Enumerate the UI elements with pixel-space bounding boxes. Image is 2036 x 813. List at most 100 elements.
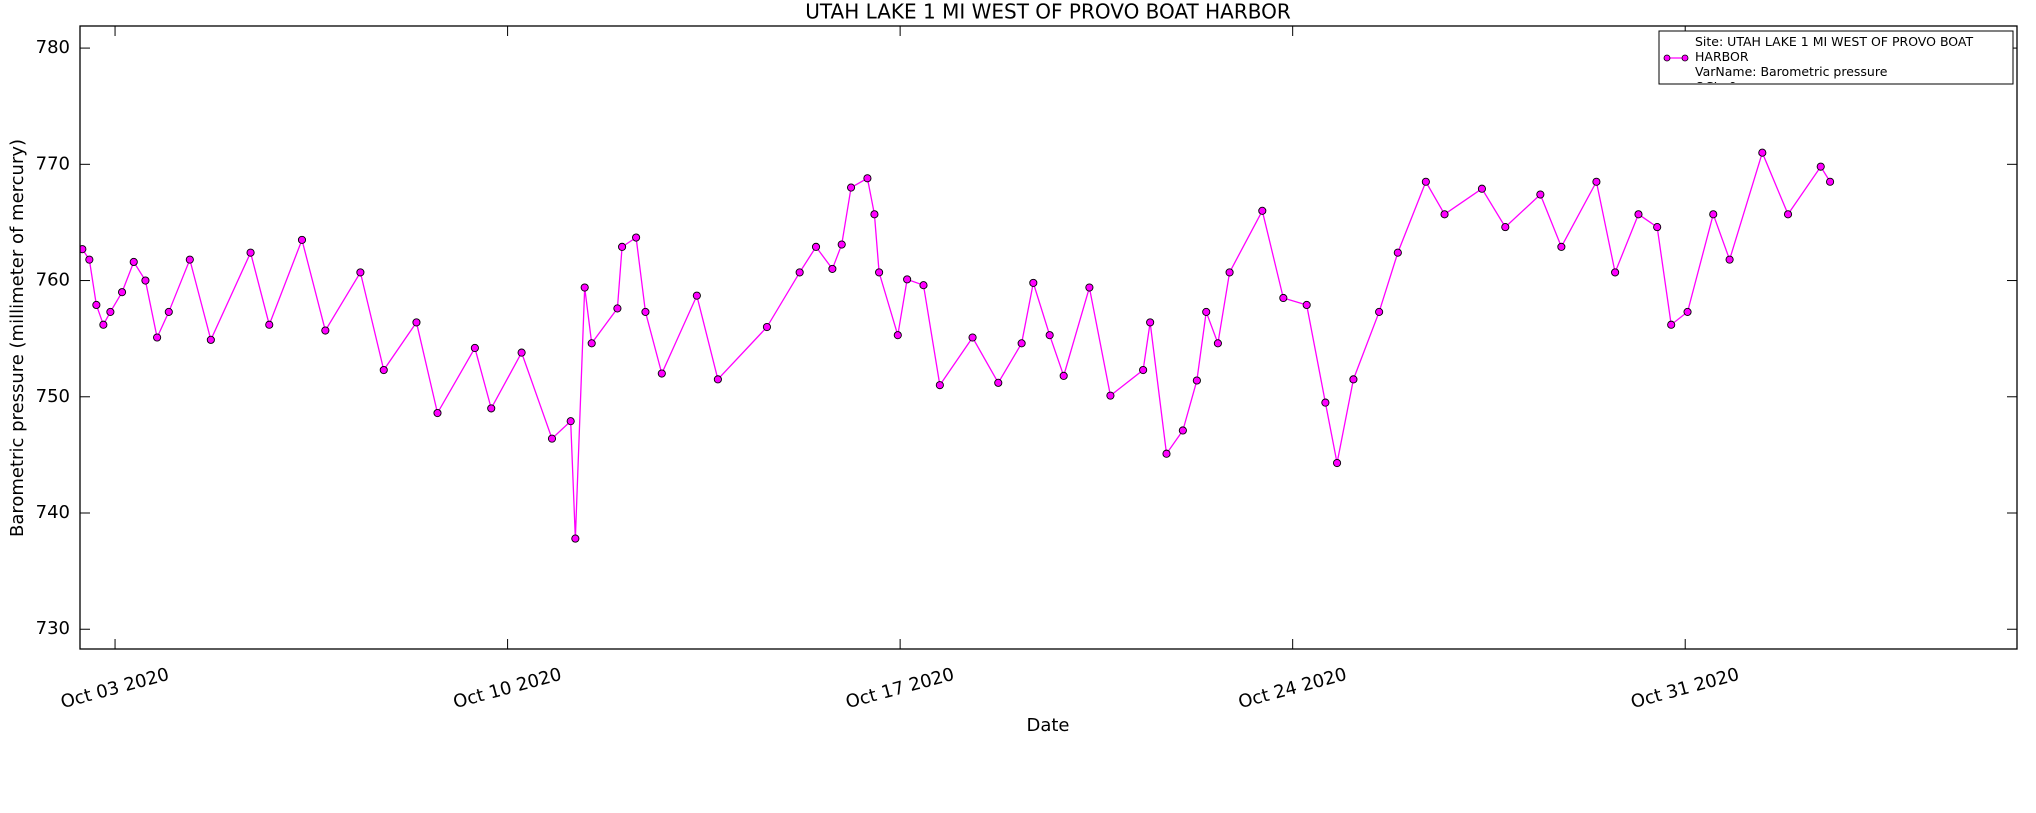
data-point — [547, 434, 557, 443]
data-point — [1045, 331, 1054, 340]
data-point — [1501, 223, 1510, 232]
data-point — [618, 242, 627, 251]
data-point — [265, 320, 274, 329]
data-point — [968, 333, 977, 342]
data-point — [1393, 248, 1402, 257]
data-point — [356, 268, 365, 277]
data-point — [1816, 162, 1825, 171]
data-point — [129, 257, 138, 266]
data-point — [1826, 177, 1835, 186]
legend-label: Site: UTAH LAKE 1 MI WEST OF PROVO BOAT … — [1695, 34, 1974, 83]
data-point — [1333, 458, 1342, 468]
data-point — [1017, 339, 1026, 348]
data-point — [1192, 376, 1201, 385]
data-point — [587, 339, 596, 348]
data-point — [1375, 307, 1384, 316]
data-point — [580, 283, 589, 292]
data-point — [1725, 255, 1734, 264]
data-point — [935, 381, 944, 390]
data-point — [1477, 184, 1486, 193]
data-point — [246, 248, 255, 257]
y-tick-label: 730 — [36, 618, 70, 639]
data-point — [1557, 242, 1566, 251]
data-point — [641, 307, 650, 316]
series — [80, 148, 1835, 543]
data-point — [85, 255, 94, 264]
plot-frame — [79, 25, 2018, 650]
data-point — [1783, 210, 1793, 219]
data-point — [206, 335, 215, 344]
data-point — [1536, 190, 1545, 199]
data-point — [1611, 268, 1620, 277]
data-point — [571, 534, 580, 543]
data-point — [80, 245, 87, 254]
data-point — [875, 268, 884, 277]
data-point — [1683, 307, 1692, 316]
data-point — [613, 304, 622, 313]
data-point — [692, 291, 701, 300]
data-point — [1139, 365, 1148, 375]
data-point — [903, 275, 912, 284]
data-point — [762, 322, 771, 332]
data-point — [487, 404, 496, 413]
data-point — [1758, 148, 1767, 157]
data-point — [1085, 283, 1094, 292]
data-point — [863, 174, 872, 183]
data-point — [893, 331, 902, 340]
data-point — [433, 409, 442, 418]
data-point — [1059, 371, 1068, 380]
x-tick-label: Oct 17 2020 — [844, 664, 957, 713]
data-point — [1202, 307, 1211, 316]
data-point — [470, 343, 479, 353]
x-tick-label: Oct 24 2020 — [1236, 664, 1349, 713]
data-point — [1162, 449, 1171, 458]
data-point — [153, 333, 162, 342]
data-point — [919, 281, 928, 290]
legend-marker — [1681, 54, 1689, 62]
y-tick-label: 770 — [36, 153, 70, 174]
data-point — [1592, 177, 1601, 186]
data-point — [99, 320, 108, 329]
data-point — [1225, 268, 1234, 277]
x-axis-label: Date — [1026, 715, 1069, 736]
data-point — [1106, 391, 1115, 400]
data-point — [1178, 426, 1187, 435]
data-point — [1213, 339, 1222, 348]
y-tick-label: 740 — [36, 502, 70, 523]
data-point — [379, 365, 388, 375]
data-point — [1321, 398, 1330, 407]
data-point — [1667, 320, 1676, 329]
legend-box — [1658, 30, 2014, 85]
data-point — [164, 307, 173, 316]
y-tick-label: 750 — [36, 386, 70, 407]
data-point — [92, 300, 101, 310]
data-point — [1258, 206, 1267, 215]
chart-title: UTAH LAKE 1 MI WEST OF PROVO BOAT HARBOR — [805, 0, 1291, 24]
data-point — [118, 288, 127, 297]
x-tick-label: Oct 03 2020 — [58, 664, 171, 713]
data-point — [106, 307, 115, 316]
data-point — [811, 242, 821, 251]
series-line — [81, 150, 1831, 539]
y-tick-label: 760 — [36, 270, 70, 291]
data-point — [185, 255, 194, 264]
data-point — [837, 240, 846, 249]
data-point — [1634, 210, 1643, 219]
y-axis-label: Barometric pressure (millimeter of mercu… — [7, 139, 28, 537]
y-tick-label: 780 — [36, 37, 70, 58]
legend-marker — [1663, 54, 1671, 62]
data-point — [1421, 177, 1430, 186]
data-point — [1302, 300, 1311, 310]
data-point — [994, 378, 1003, 387]
data-point — [1349, 375, 1358, 384]
data-point — [1653, 223, 1662, 232]
data-point — [632, 233, 641, 242]
x-tick-label: Oct 10 2020 — [451, 664, 564, 713]
data-point — [141, 276, 150, 285]
data-point — [1146, 318, 1155, 327]
x-tick-label: Oct 31 2020 — [1629, 664, 1742, 713]
data-point — [1279, 293, 1288, 303]
data-point — [870, 210, 879, 219]
